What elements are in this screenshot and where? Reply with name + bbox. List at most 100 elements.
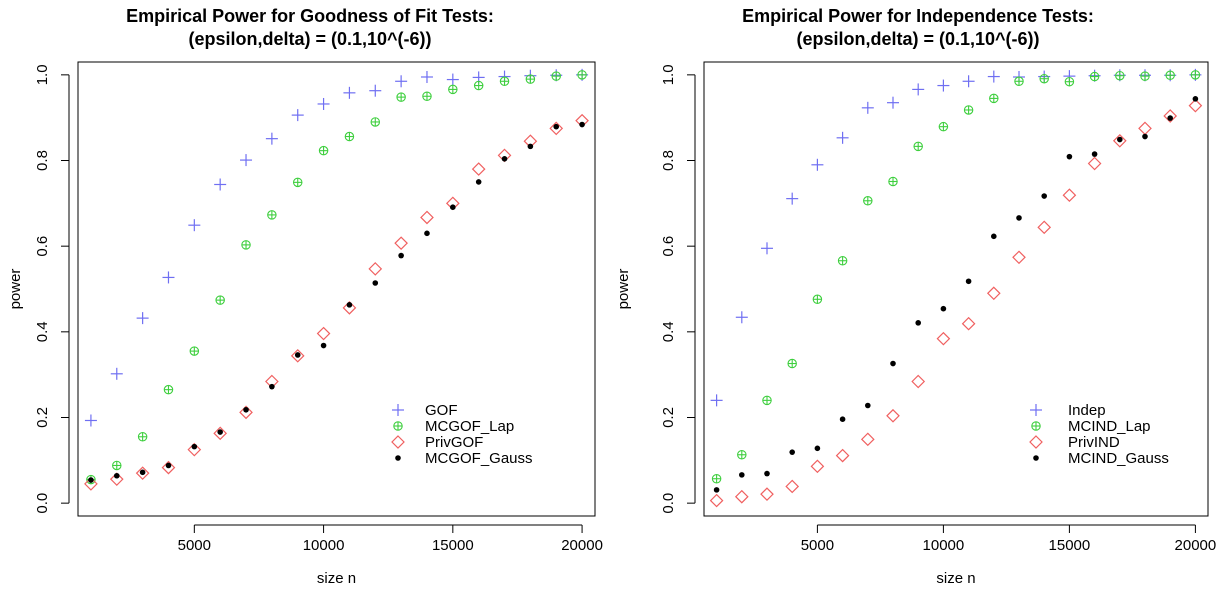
data-point — [342, 300, 357, 315]
data-point — [471, 162, 486, 176]
legend-marker — [1031, 421, 1041, 431]
data-point — [112, 460, 122, 471]
x-tick-label: 5000 — [178, 537, 211, 554]
plot-frame — [77, 61, 596, 517]
legend-marker — [392, 404, 404, 416]
data-point — [527, 143, 534, 150]
data-point — [372, 280, 379, 286]
data-point — [1064, 76, 1075, 87]
data-point — [814, 445, 821, 452]
data-point — [368, 262, 383, 276]
y-tick-label: 1.0 — [660, 64, 677, 85]
independence-chart-panel: Empirical Power for Independence Tests: (… — [608, 0, 1216, 593]
legend-marker — [391, 435, 405, 449]
data-point — [162, 271, 175, 284]
data-point — [991, 233, 997, 240]
data-point — [214, 178, 227, 191]
data-point — [886, 408, 900, 423]
data-point — [269, 383, 275, 390]
data-point — [420, 210, 434, 225]
data-point — [937, 79, 950, 92]
data-point — [499, 76, 510, 87]
y-tick-label: 0.0 — [34, 493, 51, 514]
x-tick-label: 10000 — [303, 537, 345, 554]
data-point — [213, 426, 228, 441]
legend-label: MCIND_Gauss — [1068, 450, 1169, 467]
legend-item: GOF — [392, 402, 458, 419]
data-point — [760, 487, 774, 502]
legend-item: MCGOF_Lap — [393, 418, 514, 435]
data-point — [811, 158, 824, 171]
data-point — [737, 450, 747, 460]
data-point — [761, 242, 773, 255]
data-point — [188, 219, 201, 232]
data-point — [735, 311, 748, 324]
data-point — [1037, 220, 1052, 235]
data-point — [394, 236, 408, 251]
data-point — [110, 367, 123, 380]
data-point — [420, 70, 433, 83]
series-MCIND_Gauss — [713, 96, 1199, 493]
data-point — [734, 489, 749, 504]
data-point — [316, 326, 331, 341]
data-point — [887, 96, 899, 109]
data-point — [317, 97, 330, 110]
data-point — [861, 101, 874, 114]
series-Indep — [710, 68, 1202, 407]
data-point — [88, 477, 94, 483]
data-point — [911, 374, 926, 389]
legend-marker — [1029, 435, 1043, 449]
data-point — [139, 469, 146, 476]
data-point — [450, 204, 456, 210]
data-point — [713, 487, 720, 493]
data-point — [787, 358, 797, 369]
data-point — [136, 312, 149, 325]
x-tick-label: 5000 — [801, 537, 834, 554]
series-MCIND_Lap — [711, 70, 1201, 484]
legend-item: PrivGOF — [391, 434, 483, 451]
plot-frame — [703, 61, 1209, 517]
x-tick-label: 15000 — [432, 537, 474, 554]
x-axis: 5000 10000 15000 20000 — [178, 524, 603, 554]
chart-title: Empirical Power for Goodness of Fit Test… — [126, 6, 494, 26]
data-point — [217, 429, 223, 435]
data-point — [963, 105, 974, 115]
data-point — [187, 442, 202, 457]
data-point — [961, 316, 976, 331]
data-point — [1087, 156, 1102, 171]
legend-label: MCIND_Lap — [1068, 418, 1151, 435]
data-point — [1190, 70, 1201, 80]
data-point — [163, 384, 174, 395]
data-point — [243, 406, 249, 413]
data-point — [986, 286, 1001, 301]
data-point — [84, 414, 97, 427]
data-point — [579, 121, 585, 128]
legend-label: GOF — [425, 402, 458, 419]
data-point — [501, 155, 508, 162]
data-point — [577, 70, 587, 80]
data-point — [473, 80, 484, 91]
data-point — [291, 109, 304, 122]
data-point — [835, 448, 850, 463]
y-tick-label: 1.0 — [34, 64, 51, 85]
data-point — [475, 179, 482, 185]
data-point — [290, 348, 305, 363]
data-point — [1014, 76, 1024, 87]
data-point — [1163, 109, 1178, 123]
series-PrivGOF — [84, 113, 589, 491]
data-point — [709, 493, 724, 508]
chart-title: Empirical Power for Independence Tests: — [742, 6, 1094, 26]
legend-label: Indep — [1068, 402, 1106, 419]
data-point — [863, 196, 873, 206]
data-point — [762, 395, 772, 406]
y-tick-label: 0.4 — [660, 321, 677, 342]
data-point — [424, 230, 430, 237]
y-tick-label: 0.6 — [660, 236, 677, 257]
legend-label: PrivIND — [1068, 434, 1120, 451]
data-point — [1142, 133, 1148, 140]
legend-label: PrivGOF — [425, 434, 483, 451]
legend-item: Indep — [1030, 402, 1106, 419]
data-point — [1115, 70, 1125, 81]
data-point — [865, 402, 871, 409]
